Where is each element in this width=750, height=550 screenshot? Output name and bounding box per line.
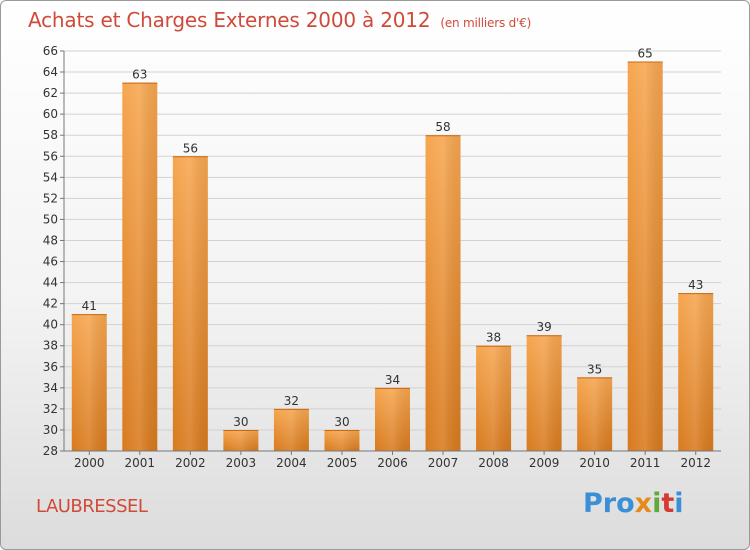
value-label: 30 (334, 415, 349, 429)
y-tick-label: 32 (43, 402, 58, 416)
x-tick-label: 2002 (175, 456, 206, 470)
y-tick-label: 58 (43, 128, 58, 142)
value-label: 56 (183, 141, 198, 155)
y-tick-label: 62 (43, 86, 58, 100)
bar-shine (577, 377, 613, 451)
bar-shine (172, 156, 208, 451)
y-tick-label: 54 (43, 170, 58, 184)
x-tick-label: 2005 (327, 456, 358, 470)
chart-subtitle: (en milliers d'€) (440, 16, 532, 30)
logo-part-1: Pro (583, 488, 635, 519)
value-label: 32 (284, 394, 299, 408)
x-axis: 2000 2001 2002 2003 2004 2005 2006 2007 2008 2009… (64, 450, 721, 470)
y-tick-label: 48 (43, 233, 58, 247)
logo-part-4: t (661, 488, 675, 519)
value-label: 41 (82, 299, 97, 313)
x-tick-label: 2009 (529, 456, 560, 470)
value-label: 39 (536, 320, 551, 334)
y-tick-label: 60 (43, 107, 58, 121)
bar-shine (476, 345, 512, 451)
y-tick-label: 50 (43, 212, 58, 226)
bar-shine (71, 314, 107, 451)
y-tick-label: 52 (43, 191, 58, 205)
bar-shine (526, 335, 562, 451)
y-axis: 28 30 32 34 36 38 40 42 44 46 48 50 52 54 56 58 60 62 64 66 (43, 44, 65, 458)
data-labels: 41 63 56 30 32 30 34 58 38 39 35 65 43 (82, 47, 704, 429)
x-tick-label: 2012 (680, 456, 711, 470)
bars (71, 61, 714, 452)
x-tick-label: 2007 (428, 456, 459, 470)
bar-shine (678, 293, 714, 451)
bar-shine (375, 387, 410, 451)
logo-part-2: x (634, 488, 653, 519)
bar-shine (122, 82, 158, 451)
proxiti-logo[interactable]: Proxiti (583, 488, 684, 519)
value-label: 34 (385, 373, 400, 387)
x-tick-label: 2006 (377, 456, 408, 470)
x-tick-label: 2008 (478, 456, 509, 470)
x-tick-label: 2000 (74, 456, 105, 470)
bar-shine (425, 135, 461, 452)
y-tick-label: 40 (43, 318, 58, 332)
y-tick-label: 36 (43, 360, 58, 374)
value-label: 38 (486, 331, 501, 345)
x-tick-label: 2011 (630, 456, 661, 470)
bar-shine (273, 408, 309, 451)
y-tick-label: 34 (43, 381, 58, 395)
commune-name: LAUBRESSEL (36, 496, 148, 517)
x-tick-label: 2003 (226, 456, 257, 470)
x-tick-label: 2010 (579, 456, 610, 470)
x-tick-label: 2001 (125, 456, 156, 470)
y-tick-label: 66 (43, 44, 58, 58)
value-label: 65 (638, 47, 653, 61)
value-label: 35 (587, 362, 602, 376)
y-tick-label: 46 (43, 255, 58, 269)
bar-shine (627, 61, 663, 452)
chart-title: Achats et Charges Externes 2000 à 2012 (e… (28, 8, 531, 32)
bar-shine (223, 429, 259, 451)
bar-shine (324, 429, 360, 451)
value-label: 58 (435, 120, 450, 134)
x-tick-label: 2004 (276, 456, 307, 470)
value-label: 63 (132, 68, 147, 82)
value-label: 43 (688, 278, 703, 292)
y-tick-label: 30 (43, 423, 58, 437)
y-tick-label: 44 (43, 276, 58, 290)
value-label: 30 (233, 415, 248, 429)
y-tick-label: 64 (43, 65, 58, 79)
logo-part-3: i (652, 488, 662, 519)
y-tick-label: 28 (43, 444, 58, 458)
logo-part-5: i (674, 488, 684, 519)
y-tick-label: 38 (43, 339, 58, 353)
y-tick-label: 42 (43, 297, 58, 311)
chart-title-text: Achats et Charges Externes 2000 à 2012 (28, 8, 431, 32)
y-tick-label: 56 (43, 149, 58, 163)
